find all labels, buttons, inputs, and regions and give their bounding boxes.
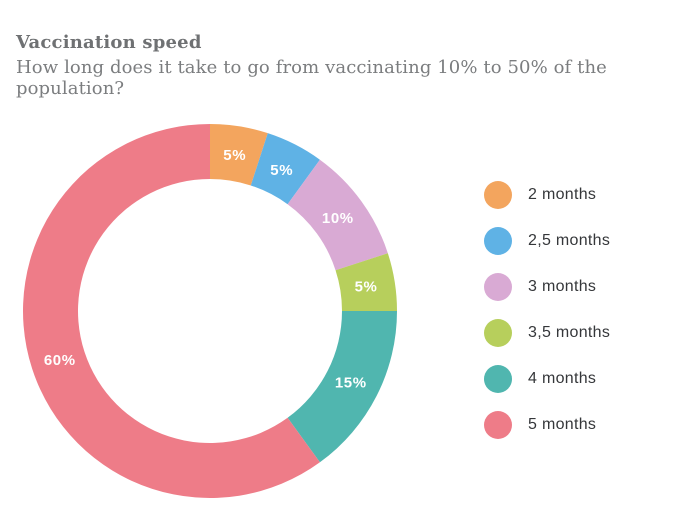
legend-label: 2 months	[528, 186, 597, 203]
donut-segment-4-months	[287, 311, 397, 463]
chart-subtitle: How long does it take to go from vaccina…	[16, 57, 607, 99]
legend-swatch	[484, 273, 512, 301]
legend-label: 3,5 months	[528, 324, 611, 341]
legend-item: 2,5 months	[484, 227, 610, 255]
slice-label: 10%	[322, 210, 354, 227]
donut-segment-2-5-months	[250, 133, 320, 205]
donut-segment-2-months	[210, 124, 268, 186]
slice-label: 15%	[335, 375, 367, 392]
legend-item: 3,5 months	[484, 319, 610, 347]
donut-segment-5-months	[22, 124, 320, 499]
legend-swatch	[484, 319, 512, 347]
slice-label: 5%	[270, 162, 293, 179]
legend-swatch	[484, 181, 512, 209]
legend-label: 2,5 months	[528, 232, 611, 249]
slice-label: 60%	[44, 352, 76, 369]
legend-item: 3 months	[484, 273, 610, 301]
legend-item: 2 months	[484, 181, 610, 209]
slice-label: 5%	[223, 147, 246, 164]
legend: 2 months 2,5 months 3 months 3,5 months 4 mo…	[484, 181, 610, 439]
chart-title: Vaccination speed	[16, 32, 202, 53]
donut-chart-area: 5% 5% 10% 5% 15% 60%	[20, 121, 400, 501]
donut-chart: 5% 5% 10% 5% 15% 60%	[22, 124, 397, 499]
donut-segment-3-months	[287, 159, 388, 271]
legend-label: 5 months	[528, 416, 597, 433]
chart-header: Vaccination speed How long does it take …	[16, 32, 691, 99]
donut-segment-3-5-months	[335, 253, 397, 311]
legend-item: 5 months	[484, 411, 610, 439]
legend-swatch	[484, 227, 512, 255]
legend-swatch	[484, 411, 512, 439]
legend-label: 3 months	[528, 278, 597, 295]
legend-swatch	[484, 365, 512, 393]
legend-item: 4 months	[484, 365, 610, 393]
slice-label: 5%	[355, 278, 378, 295]
legend-label: 4 months	[528, 370, 597, 387]
